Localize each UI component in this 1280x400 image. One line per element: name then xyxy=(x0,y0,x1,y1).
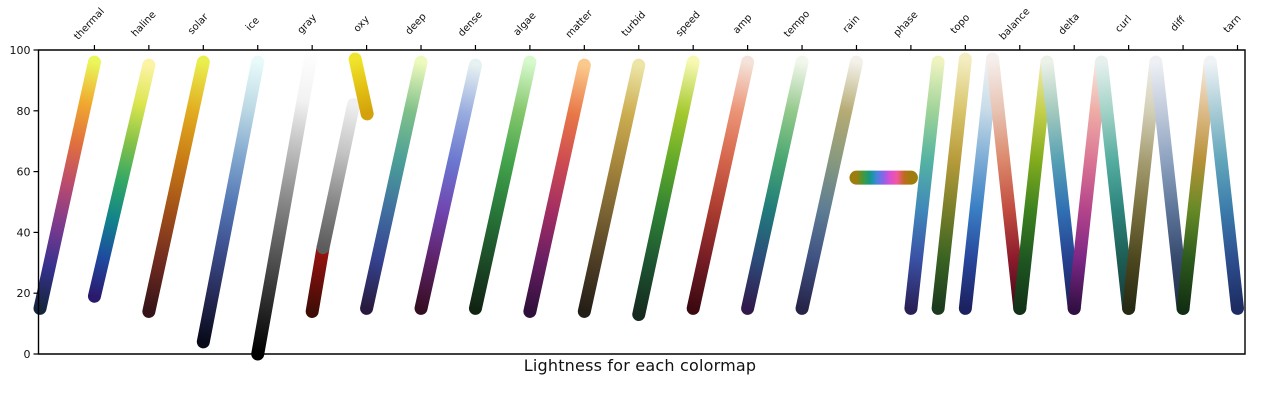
band-segment-balance xyxy=(958,52,1000,315)
band-segment-solar xyxy=(142,55,210,318)
band-deep xyxy=(360,55,428,315)
y-tick-label-20: 20 xyxy=(17,287,31,300)
band-tarn xyxy=(1176,55,1244,315)
band-matter xyxy=(523,58,591,318)
y-tick-label-100: 100 xyxy=(10,44,31,57)
band-segment-curl xyxy=(1094,55,1136,315)
band-segment-algae xyxy=(468,55,537,315)
plot-border xyxy=(37,49,1246,355)
band-segment-oxy xyxy=(305,241,330,318)
y-tick-label-40: 40 xyxy=(17,226,31,239)
band-curl xyxy=(1067,55,1136,315)
band-dense xyxy=(414,58,482,315)
band-segment-ice xyxy=(196,55,265,349)
band-segment-matter xyxy=(523,58,591,318)
band-turbid xyxy=(577,58,646,318)
band-segment-diff xyxy=(1149,55,1190,315)
y-tick-label-0: 0 xyxy=(24,348,31,361)
band-tempo xyxy=(741,55,809,315)
band-segment-haline xyxy=(87,58,156,303)
band-segment-delta xyxy=(1013,55,1054,315)
band-segment-topo xyxy=(931,52,972,315)
x-axis-title: Lightness for each colormap xyxy=(523,356,757,375)
band-segment-oxy xyxy=(348,52,374,121)
band-amp xyxy=(686,55,755,315)
band-segment-tempo xyxy=(741,55,809,315)
band-segment-turbid xyxy=(577,58,646,318)
band-speed xyxy=(632,55,700,321)
y-tick-label-80: 80 xyxy=(17,105,31,118)
band-gray xyxy=(251,43,319,361)
band-oxy xyxy=(305,52,374,318)
band-balance xyxy=(958,52,1027,315)
band-segment-diff xyxy=(1122,55,1163,315)
band-segment-rain xyxy=(795,55,863,315)
band-segment-delta xyxy=(1040,55,1081,315)
band-rain xyxy=(795,55,863,315)
band-segment-oxy xyxy=(316,98,361,255)
band-solar xyxy=(142,55,210,318)
band-segment-thermal xyxy=(33,55,101,315)
band-delta xyxy=(1013,55,1081,315)
band-segment-tarn xyxy=(1176,55,1217,315)
band-haline xyxy=(87,58,156,303)
band-segment-balance xyxy=(986,52,1027,315)
band-segment-tarn xyxy=(1203,55,1244,315)
y-tick-label-60: 60 xyxy=(17,166,31,179)
band-algae xyxy=(468,55,537,315)
band-segment-curl xyxy=(1067,55,1108,315)
band-segment-topo xyxy=(904,55,945,315)
y-axis: 0 20 40 60 80 100 xyxy=(10,44,39,361)
band-segment-amp xyxy=(686,55,755,315)
band-topo xyxy=(904,52,972,315)
band-segment-deep xyxy=(360,55,428,315)
band-segment-speed xyxy=(632,55,700,321)
band-segment-gray xyxy=(251,43,319,361)
band-thermal xyxy=(33,55,101,315)
band-segment-dense xyxy=(414,58,482,315)
band-diff xyxy=(1122,55,1190,315)
band-ice xyxy=(196,55,265,349)
